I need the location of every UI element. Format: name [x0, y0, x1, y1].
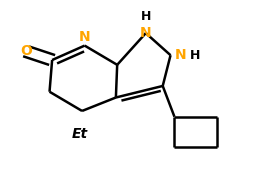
Text: N: N [140, 26, 152, 40]
Text: H: H [190, 49, 200, 62]
Text: N: N [79, 30, 90, 44]
Text: N: N [174, 48, 186, 62]
Text: O: O [20, 44, 32, 58]
Text: H: H [141, 10, 151, 23]
Text: Et: Et [71, 127, 88, 141]
